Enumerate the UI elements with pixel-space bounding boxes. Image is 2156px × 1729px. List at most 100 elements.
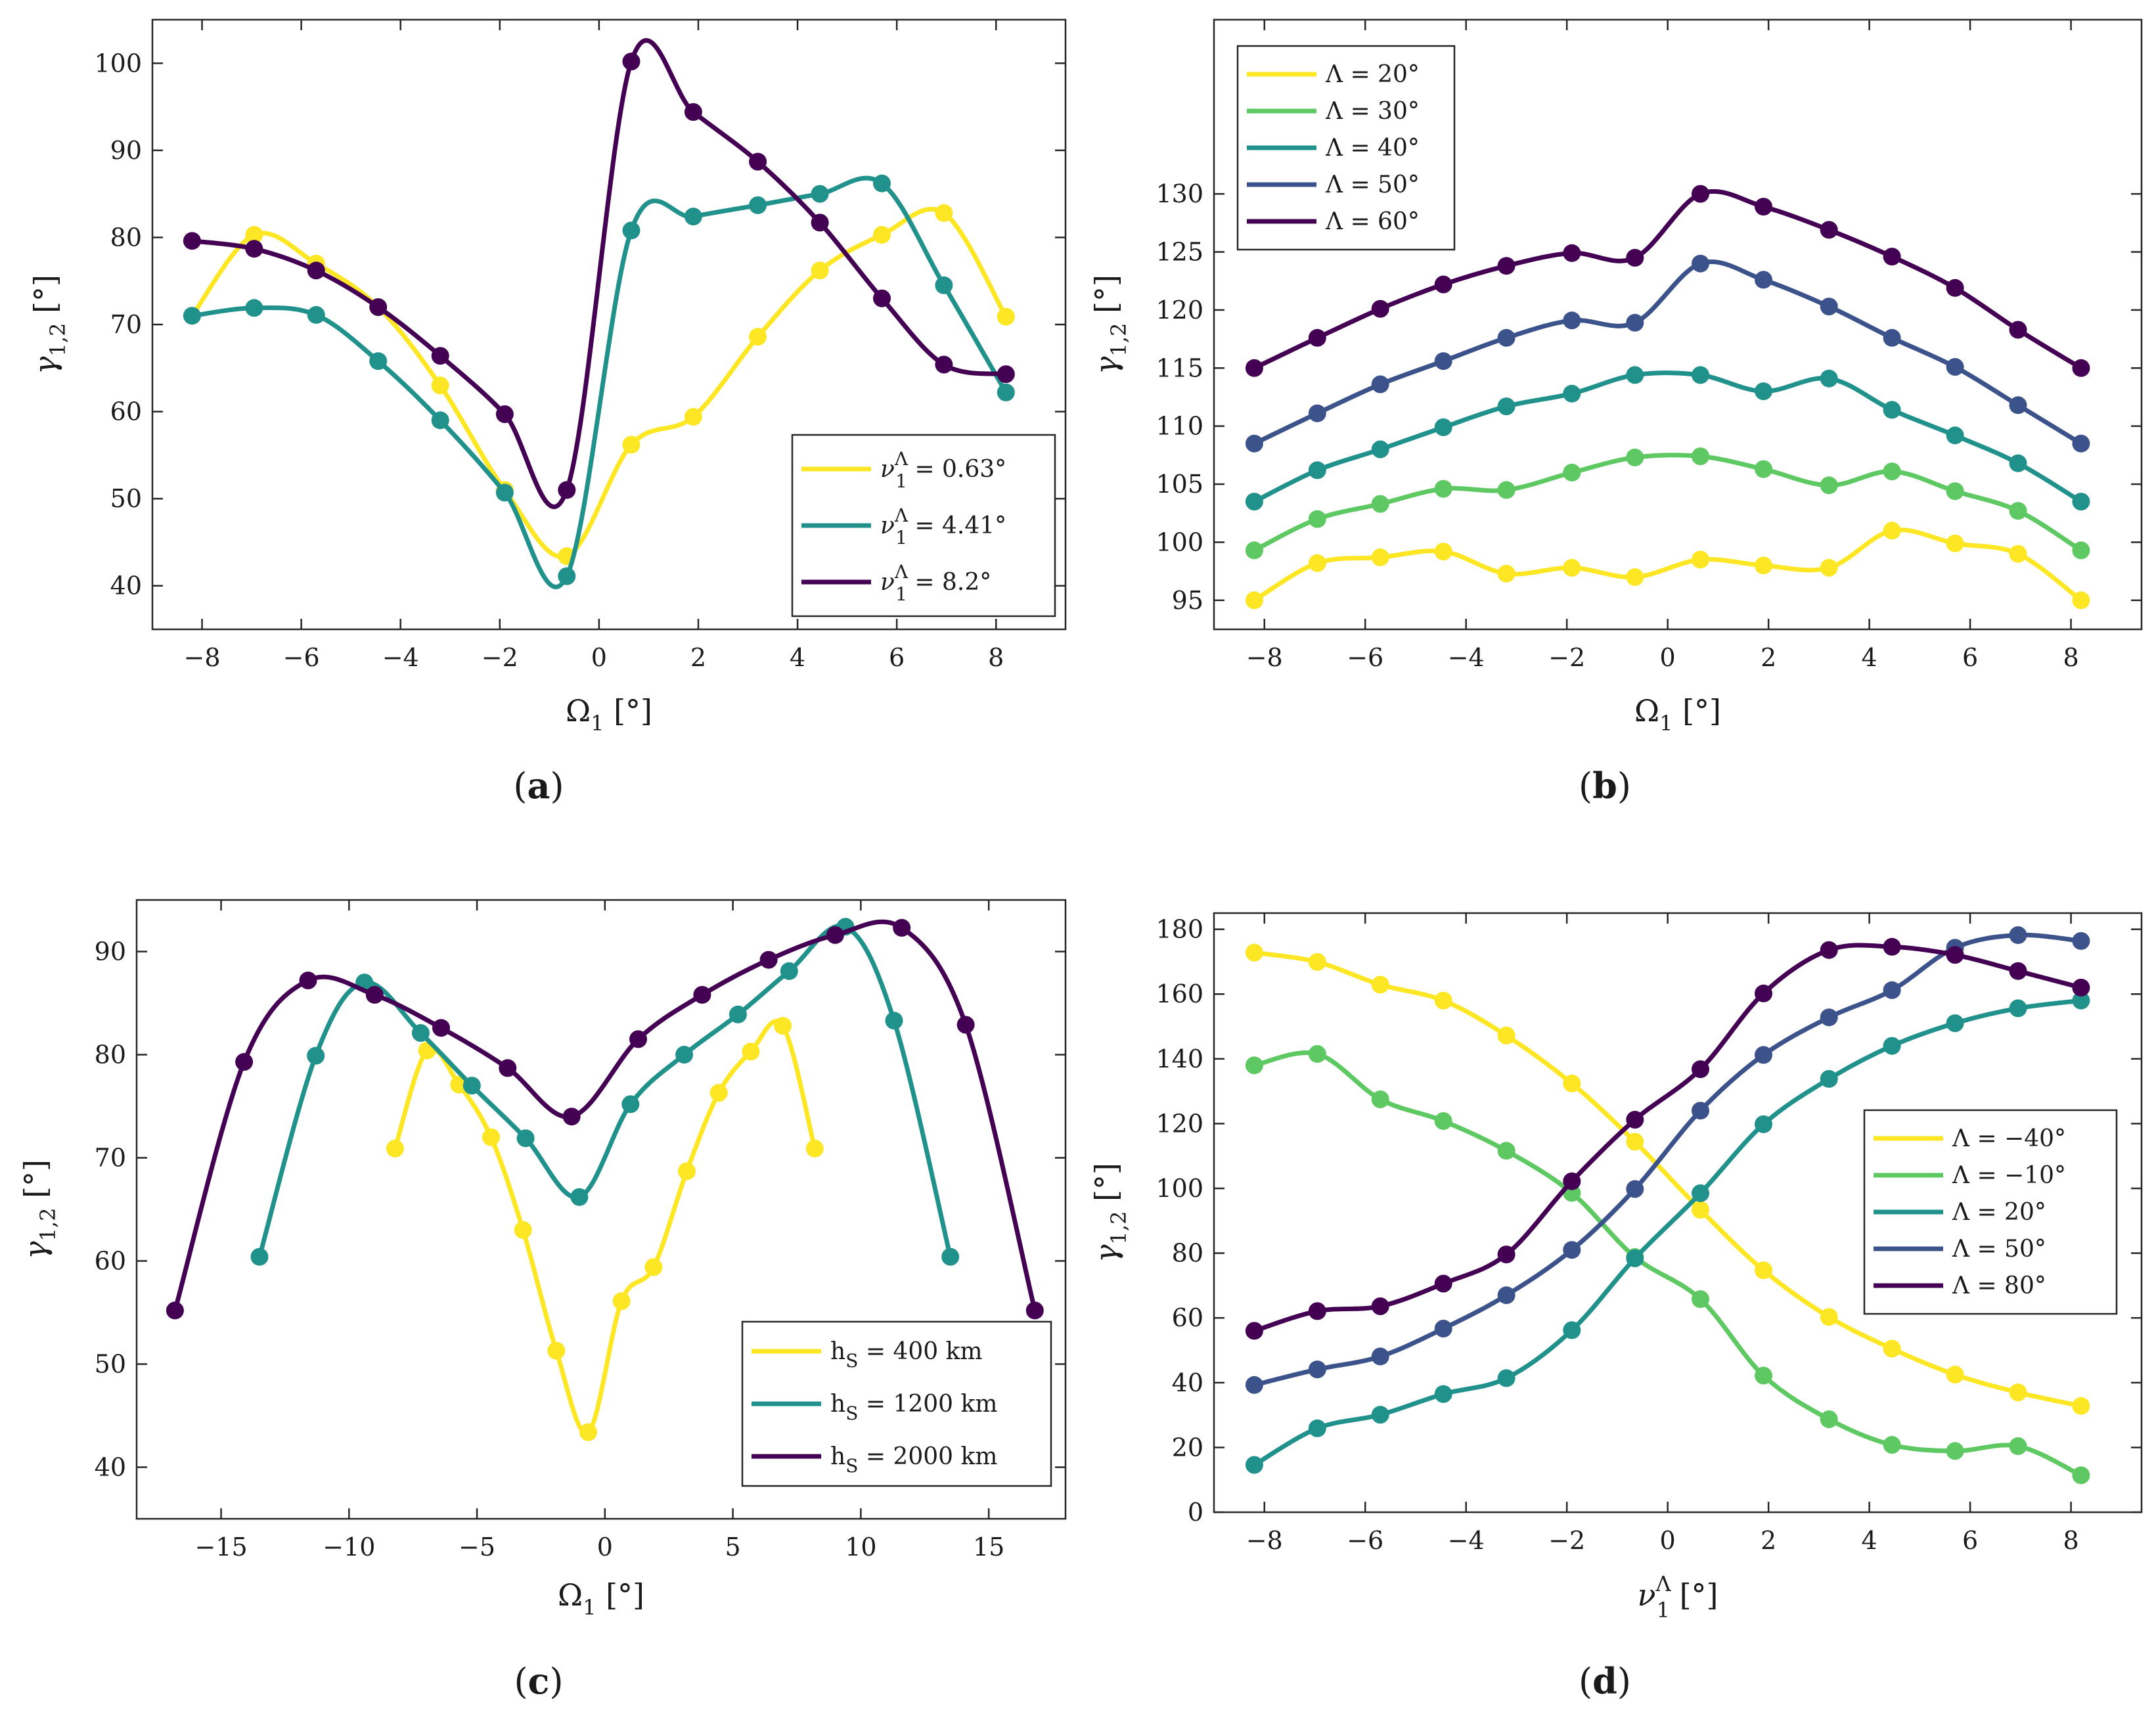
series-b-4 — [1245, 185, 2090, 377]
x-tick-label: −2 — [482, 643, 518, 672]
legend-entry: Λ = −40° — [1952, 1125, 2066, 1152]
data-point — [893, 918, 911, 937]
data-point — [1946, 1442, 1964, 1460]
data-point — [1626, 366, 1644, 384]
legend-entry: Λ = −10° — [1952, 1162, 2066, 1189]
data-point — [1692, 550, 1709, 569]
data-point — [558, 481, 576, 499]
data-point — [1692, 185, 1709, 203]
series-b-2 — [1245, 366, 2090, 511]
plot-area — [1213, 912, 2143, 1514]
data-point — [1308, 554, 1326, 572]
data-point — [1434, 991, 1452, 1010]
data-point — [1626, 1249, 1644, 1267]
data-point — [1563, 1321, 1581, 1339]
data-point — [1434, 1320, 1452, 1337]
y-tick-label: 160 — [1156, 979, 1203, 1008]
data-point — [1308, 1302, 1326, 1320]
data-point — [369, 352, 388, 370]
y-tick-label: 100 — [94, 49, 142, 78]
data-point — [749, 328, 767, 346]
data-point — [1755, 1261, 1772, 1280]
data-point — [1626, 568, 1644, 586]
data-point — [1820, 298, 1838, 316]
plot-area — [135, 899, 1067, 1520]
data-point — [1245, 943, 1263, 962]
y-tick-label: 90 — [110, 136, 142, 165]
data-point — [1820, 476, 1838, 495]
x-tick-label: −4 — [1448, 1526, 1485, 1555]
data-point — [759, 951, 778, 969]
data-point — [1563, 558, 1581, 577]
data-point — [1626, 1133, 1644, 1151]
legend-entry: hS = 400 km — [830, 1338, 983, 1372]
series-d-4 — [1245, 937, 2090, 1340]
x-tick-label: −10 — [323, 1533, 375, 1561]
legend-entry: Λ = 50° — [1325, 171, 1420, 198]
data-point — [1883, 522, 1901, 540]
data-point — [1497, 1286, 1516, 1305]
data-point — [805, 1139, 824, 1157]
x-tick-label: 0 — [597, 1533, 613, 1561]
x-tick-label: 8 — [988, 643, 1004, 672]
data-point — [1692, 447, 1709, 466]
data-point — [935, 204, 953, 222]
data-point — [365, 985, 384, 1004]
data-point — [299, 972, 317, 989]
data-point — [1563, 311, 1581, 330]
data-point — [1497, 1142, 1516, 1160]
data-point — [2072, 359, 2090, 377]
plot-area — [1213, 18, 2143, 631]
data-point — [749, 196, 767, 214]
series-b-3 — [1245, 254, 2090, 453]
x-tick-label: −8 — [1246, 643, 1283, 672]
data-point — [774, 1017, 792, 1035]
data-point — [1755, 556, 1772, 575]
y-tick-label: 95 — [1172, 586, 1203, 615]
y-tick-label: 140 — [1156, 1044, 1203, 1073]
y-tick-label: 40 — [110, 572, 142, 600]
data-point — [1245, 541, 1263, 560]
data-point — [1434, 1385, 1452, 1403]
series-line — [1251, 189, 2084, 370]
y-tick-label: 50 — [110, 484, 142, 513]
data-point — [235, 1053, 254, 1071]
series-d-2 — [1245, 991, 2090, 1474]
data-point — [1692, 1102, 1709, 1120]
data-point — [621, 1095, 640, 1113]
data-point — [622, 53, 640, 71]
data-point — [1820, 941, 1838, 959]
data-point — [1946, 1366, 1964, 1383]
chart-panel-a: −8 −6 −4 −2 0 2 4 6 8 40 50 60 70 80 90 100 Ω1 [°] γ1,2 [… — [28, 18, 1067, 807]
data-point — [1755, 460, 1772, 478]
data-point — [386, 1139, 404, 1157]
data-point — [1946, 946, 1964, 964]
data-point — [1626, 1180, 1644, 1198]
data-point — [1946, 534, 1964, 552]
legend-entry: hS = 2000 km — [830, 1443, 997, 1477]
data-point — [307, 1046, 325, 1065]
data-point — [1308, 1044, 1326, 1063]
data-point — [2009, 1383, 2027, 1402]
data-point — [997, 307, 1015, 326]
data-point — [2009, 502, 2027, 520]
data-point — [780, 962, 798, 980]
data-point — [1434, 418, 1452, 436]
data-point — [873, 226, 891, 244]
data-point — [935, 355, 953, 374]
data-point — [183, 307, 201, 325]
data-point — [1434, 275, 1452, 294]
panel-label: (b) — [1579, 765, 1631, 807]
data-point — [562, 1108, 581, 1126]
x-tick-label: −4 — [1448, 643, 1485, 672]
data-point — [629, 1030, 647, 1048]
y-tick-label: 60 — [95, 1247, 126, 1276]
data-point — [1626, 248, 1644, 267]
data-point — [432, 1019, 450, 1037]
y-axis-label: γ1,2 [°] — [28, 275, 70, 374]
x-tick-label: 10 — [845, 1533, 876, 1561]
data-point — [1820, 1410, 1838, 1428]
y-tick-label: 80 — [1172, 1239, 1203, 1268]
data-point — [1371, 1347, 1389, 1366]
data-point — [1245, 1056, 1263, 1075]
